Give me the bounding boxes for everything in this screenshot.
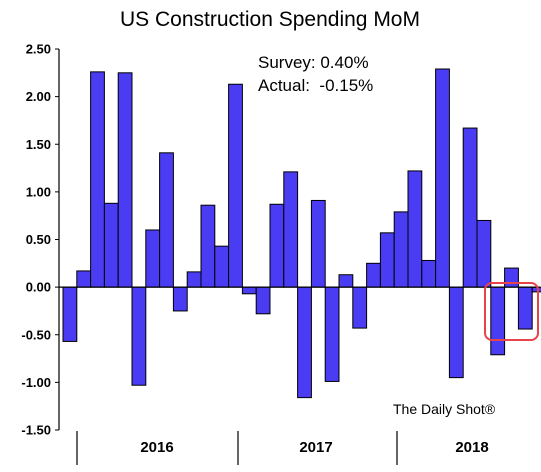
bar xyxy=(255,286,271,315)
bar xyxy=(448,286,464,379)
bar xyxy=(462,127,478,288)
year-label: 2016 xyxy=(140,439,173,456)
credit-text: The Daily Shot® xyxy=(393,401,496,417)
bar xyxy=(131,286,147,386)
bar xyxy=(517,286,533,330)
bars-group xyxy=(62,68,541,399)
bar xyxy=(200,204,216,288)
bar xyxy=(117,72,133,288)
chart-title: US Construction Spending MoM xyxy=(120,8,420,31)
bar xyxy=(310,199,326,288)
y-tick-label: 1.50 xyxy=(26,137,51,152)
y-tick-label: 0.50 xyxy=(26,232,51,247)
bar xyxy=(490,286,506,356)
bar xyxy=(186,271,202,288)
highlight-box xyxy=(484,282,539,341)
bar xyxy=(90,71,105,288)
bar xyxy=(283,171,299,288)
y-tick-label: 1.00 xyxy=(26,184,51,199)
bar xyxy=(62,286,78,342)
bar xyxy=(228,83,243,288)
bar xyxy=(531,286,541,293)
y-tick-label: 0.00 xyxy=(26,280,51,295)
bar xyxy=(297,286,312,399)
bar xyxy=(214,245,230,288)
bar xyxy=(421,259,437,288)
bar xyxy=(103,202,119,288)
year-label: 2017 xyxy=(299,439,332,456)
y-tick-label: -0.50 xyxy=(21,327,51,342)
bar xyxy=(76,270,92,288)
x-axis-years: 2016 2017 2018 xyxy=(76,431,489,465)
bar xyxy=(352,286,368,329)
bar xyxy=(241,286,257,295)
bar xyxy=(159,152,174,288)
y-tick-label: 2.00 xyxy=(26,89,51,104)
bar xyxy=(476,219,492,288)
y-axis-ticks: 2.50 2.00 1.50 1.00 0.50 0.00 -0.50 -1.00 -1.50 xyxy=(21,42,51,438)
bar xyxy=(379,232,395,288)
bar xyxy=(435,68,450,288)
bar xyxy=(324,286,340,382)
bar xyxy=(145,229,161,288)
year-label: 2018 xyxy=(455,439,488,456)
bar xyxy=(366,262,381,288)
annotation-survey: Survey: 0.40% xyxy=(258,53,369,72)
y-tick-label: -1.00 xyxy=(21,375,51,390)
bar xyxy=(172,286,188,312)
y-tick-label: 2.50 xyxy=(26,42,51,57)
bar xyxy=(393,211,409,288)
bar xyxy=(269,203,285,288)
annotation-actual: Actual: -0.15% xyxy=(258,76,373,95)
bar xyxy=(407,170,423,288)
axes xyxy=(55,48,540,431)
bar xyxy=(504,267,519,288)
bar xyxy=(338,274,354,288)
y-tick-label: -1.50 xyxy=(21,423,51,438)
